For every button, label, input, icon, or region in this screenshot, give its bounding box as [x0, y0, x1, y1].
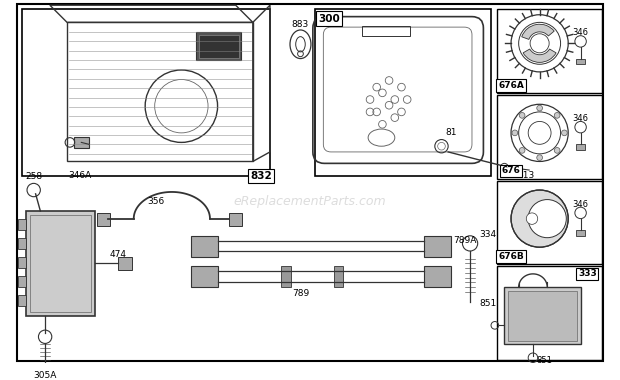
Text: 789: 789	[292, 289, 309, 298]
Bar	[26, 211, 95, 316]
Circle shape	[519, 147, 525, 153]
Bar	[196, 32, 241, 60]
Text: 789A: 789A	[453, 236, 476, 245]
Bar	[19, 218, 26, 230]
Bar	[508, 291, 577, 340]
Bar	[424, 266, 451, 287]
Bar	[229, 213, 242, 226]
Bar	[497, 95, 601, 179]
Bar	[334, 266, 343, 287]
Text: 258: 258	[25, 171, 42, 180]
Bar	[315, 9, 491, 176]
Circle shape	[526, 213, 538, 224]
Bar	[363, 26, 410, 36]
Text: 305A: 305A	[33, 371, 57, 380]
Circle shape	[537, 105, 542, 111]
Circle shape	[528, 200, 566, 238]
Text: 676: 676	[502, 166, 520, 176]
Bar	[424, 236, 451, 257]
Bar	[19, 276, 26, 287]
Text: eReplacementParts.com: eReplacementParts.com	[234, 195, 386, 208]
Text: 346: 346	[573, 114, 588, 123]
Text: 883: 883	[292, 21, 309, 29]
Text: 346A: 346A	[68, 171, 91, 180]
Bar	[576, 230, 585, 236]
Wedge shape	[523, 49, 556, 62]
Bar	[576, 144, 585, 150]
Bar	[497, 180, 601, 264]
Text: 676A: 676A	[498, 81, 524, 90]
Text: 474: 474	[110, 250, 127, 259]
Circle shape	[554, 112, 560, 118]
Circle shape	[554, 147, 560, 153]
Bar	[497, 9, 601, 93]
Bar	[97, 213, 110, 226]
Bar	[505, 287, 580, 344]
Text: 333: 333	[578, 269, 596, 279]
Bar	[191, 266, 218, 287]
Text: 346: 346	[573, 200, 588, 209]
Circle shape	[562, 130, 567, 136]
Bar	[19, 257, 26, 268]
Bar	[74, 137, 89, 148]
Bar	[19, 238, 26, 249]
Wedge shape	[521, 24, 554, 40]
Text: 300: 300	[318, 14, 340, 24]
Bar	[118, 257, 132, 270]
Circle shape	[537, 155, 542, 160]
Circle shape	[511, 190, 568, 247]
Text: 613: 613	[518, 171, 535, 180]
Circle shape	[519, 112, 525, 118]
Text: 81: 81	[445, 128, 457, 137]
Bar	[19, 295, 26, 306]
Bar	[281, 266, 291, 287]
Bar	[191, 236, 218, 257]
Text: 851: 851	[480, 299, 497, 308]
Bar	[198, 35, 239, 58]
Text: 356: 356	[147, 197, 164, 206]
Bar	[576, 59, 585, 64]
Text: 346: 346	[573, 28, 588, 37]
Bar	[30, 215, 91, 312]
Bar	[497, 266, 601, 359]
Text: 676B: 676B	[498, 252, 524, 261]
Bar	[22, 9, 270, 176]
Circle shape	[512, 130, 518, 136]
Text: 832: 832	[250, 171, 272, 181]
Text: 851: 851	[536, 356, 552, 365]
Text: 334: 334	[480, 230, 497, 239]
